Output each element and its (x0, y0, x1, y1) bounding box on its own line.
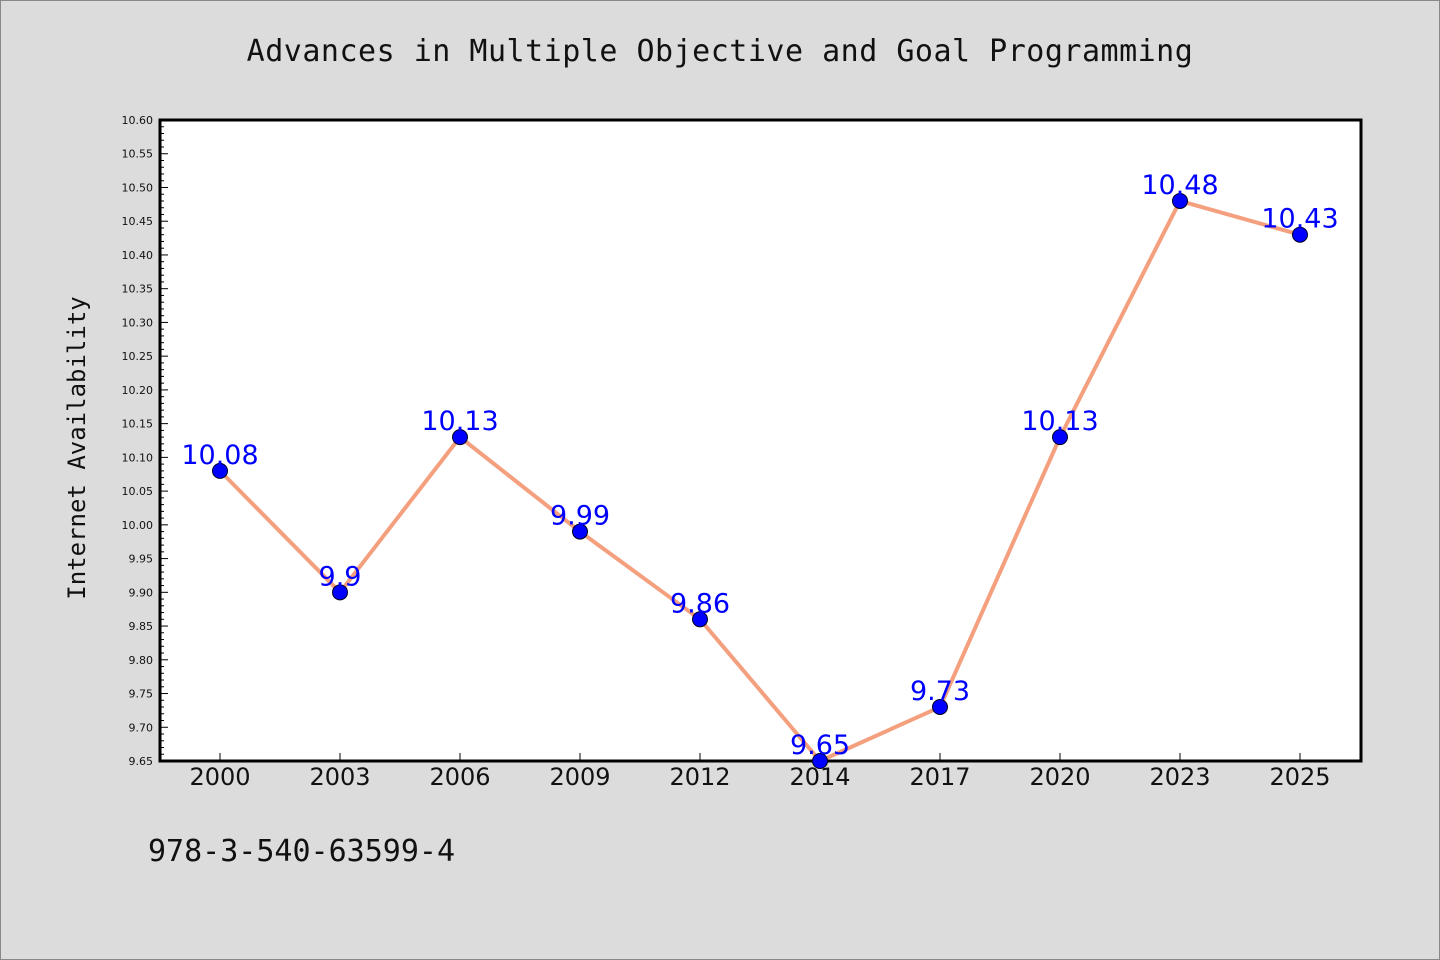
y-tick-label: 10.05 (122, 485, 154, 498)
data-label: 10.08 (181, 440, 258, 471)
data-point (572, 523, 588, 540)
y-tick-label: 10.25 (122, 350, 154, 363)
x-tick-label: 2012 (669, 763, 730, 791)
y-tick-label: 10.60 (122, 114, 154, 127)
y-tick-label: 9.95 (129, 553, 154, 566)
y-tick-label: 10.20 (122, 384, 154, 397)
y-tick-label: 10.55 (122, 148, 154, 161)
y-tick-label: 9.80 (129, 654, 154, 667)
y-tick-label: 10.00 (122, 519, 154, 532)
data-point (332, 584, 348, 601)
x-tick-label: 2009 (549, 763, 610, 791)
y-tick-label: 10.40 (122, 249, 154, 262)
x-tick-label: 2017 (909, 763, 970, 791)
series-line (218, 198, 1301, 763)
series-group (212, 192, 1308, 769)
chart-title: Advances in Multiple Objective and Goal … (246, 34, 1194, 69)
x-tick-label: 2020 (1029, 763, 1090, 791)
data-point (692, 611, 708, 628)
y-tick-label: 10.15 (122, 418, 154, 431)
x-tick-label: 2025 (1269, 763, 1330, 791)
data-label: 9.86 (670, 588, 730, 619)
y-tick-label: 10.50 (122, 181, 154, 194)
data-point (932, 699, 948, 716)
y-tick-label: 9.70 (129, 721, 154, 734)
data-labels: 10.08 9.9 10.13 9.99 9.86 9.65 9.73 10.13 10.48 1… (181, 170, 1338, 761)
data-point (212, 462, 228, 479)
data-label: 9.9 (319, 561, 362, 592)
y-tick-label: 9.90 (129, 586, 154, 599)
x-tick-label: 2023 (1149, 763, 1210, 791)
data-point (812, 753, 828, 769)
y-tick-label: 9.85 (129, 620, 154, 633)
y-axis-ticks: 9.65 9.70 9.75 9.80 9.85 9.90 9.95 10.00 10.05 10… (122, 114, 168, 768)
data-label: 10.13 (421, 406, 498, 437)
x-tick-label: 2000 (189, 763, 250, 791)
isbn-footer: 978-3-540-63599-4 (148, 834, 456, 869)
y-tick-label: 9.75 (129, 688, 154, 701)
data-label: 10.13 (1021, 406, 1098, 437)
data-point (1172, 192, 1188, 209)
data-point (1052, 429, 1068, 446)
y-tick-label: 10.10 (122, 451, 154, 464)
data-label: 10.43 (1261, 204, 1338, 235)
y-tick-label: 10.35 (122, 283, 154, 296)
x-axis-ticks: 2000 2003 2006 2009 2012 2014 2017 2020 2023 2025 (189, 753, 1331, 791)
y-axis-label: Internet Availability (63, 296, 91, 599)
y-tick-label: 9.65 (129, 755, 154, 768)
data-point (452, 429, 468, 446)
data-label: 9.99 (550, 501, 610, 532)
x-tick-label: 2006 (429, 763, 490, 791)
data-label: 9.73 (910, 676, 970, 707)
data-label: 9.65 (790, 730, 850, 761)
data-point (1292, 226, 1308, 243)
x-tick-label: 2003 (309, 763, 370, 791)
y-tick-label: 10.30 (122, 316, 154, 329)
plot-area (158, 118, 1363, 763)
y-tick-label: 10.45 (122, 215, 154, 228)
data-label: 10.48 (1141, 170, 1218, 201)
